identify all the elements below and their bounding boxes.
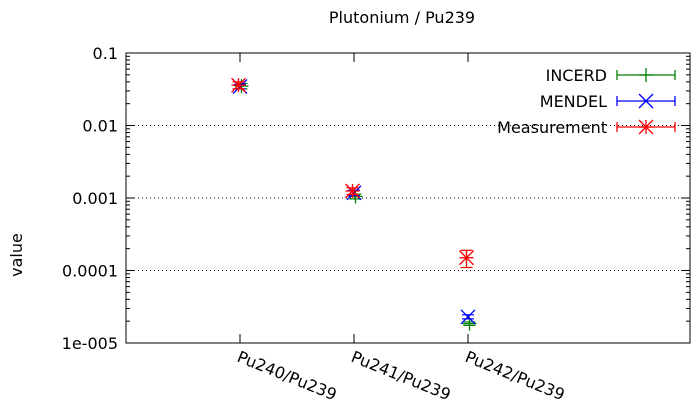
- legend-item: Measurement: [497, 118, 676, 137]
- data-point-measurement: [459, 250, 474, 266]
- y-tick-label: 0.1: [93, 44, 118, 63]
- data-point-mendel: [460, 309, 476, 325]
- chart-title: Plutonium / Pu239: [329, 8, 475, 27]
- y-tick-label: 0.001: [72, 189, 118, 208]
- legend-label: MENDEL: [540, 92, 607, 111]
- x-tick-label: Pu242/Pu239: [463, 347, 568, 404]
- legend-marker: [639, 68, 653, 82]
- legend-label: Measurement: [497, 118, 607, 137]
- data-point-measurement: [231, 77, 246, 93]
- legend-item: INCERD: [546, 66, 676, 85]
- y-tick-label: 1e-005: [62, 334, 118, 353]
- x-axis: Pu240/Pu239 Pu241/Pu239 Pu242/Pu239: [235, 53, 568, 404]
- legend-marker: [638, 119, 654, 135]
- grid-lines: [126, 125, 690, 271]
- legend-marker: [638, 93, 654, 109]
- x-tick-label: Pu240/Pu239: [235, 347, 340, 404]
- y-axis-label: value: [7, 233, 26, 277]
- data-point-measurement: [345, 183, 360, 199]
- legend-item: MENDEL: [540, 92, 676, 111]
- data-point-incerd: [234, 79, 249, 94]
- data-points: [231, 77, 477, 331]
- x-tick-label: Pu241/Pu239: [349, 347, 454, 404]
- y-axis: 0.1 0.01 0.001 0.0001 1e-005: [62, 44, 690, 353]
- legend-label: INCERD: [546, 66, 607, 85]
- legend: INCERD MENDEL Measurement: [497, 66, 676, 137]
- y-tick-label: 0.0001: [62, 262, 118, 281]
- y-tick-label: 0.01: [82, 117, 118, 136]
